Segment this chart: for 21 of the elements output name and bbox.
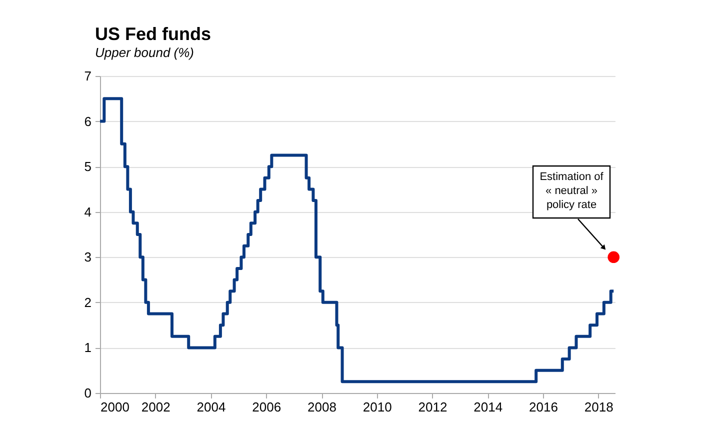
x-tick-label: 2006 [252, 400, 282, 414]
x-tick-label: 2016 [529, 400, 558, 414]
x-tick-label: 2000 [100, 400, 130, 414]
x-tick-label: 2012 [418, 400, 448, 414]
y-tick-label: 1 [84, 340, 92, 356]
y-tick-label: 2 [84, 294, 92, 310]
y-tick-label: 0 [84, 386, 92, 400]
chart-title: US Fed funds [95, 24, 211, 44]
annotation: Estimation of « neutral » policy rate [540, 171, 604, 211]
y-tick-label: 5 [84, 159, 92, 174]
x-tick-label: 2002 [141, 400, 170, 414]
y-tick-label: 3 [84, 250, 92, 265]
chart-subtitle: Upper bound (%) [95, 45, 194, 60]
y-tick-label: 4 [84, 204, 92, 220]
y-tick-label: 6 [84, 114, 92, 129]
x-tick-label: 2010 [362, 400, 392, 414]
y-tick-label: 7 [84, 68, 92, 84]
x-tick-label: 2004 [196, 400, 226, 414]
x-tick-label: 2008 [308, 400, 336, 414]
x-tick-label: 2014 [474, 400, 503, 414]
x-tick-label: 2018 [584, 400, 614, 414]
